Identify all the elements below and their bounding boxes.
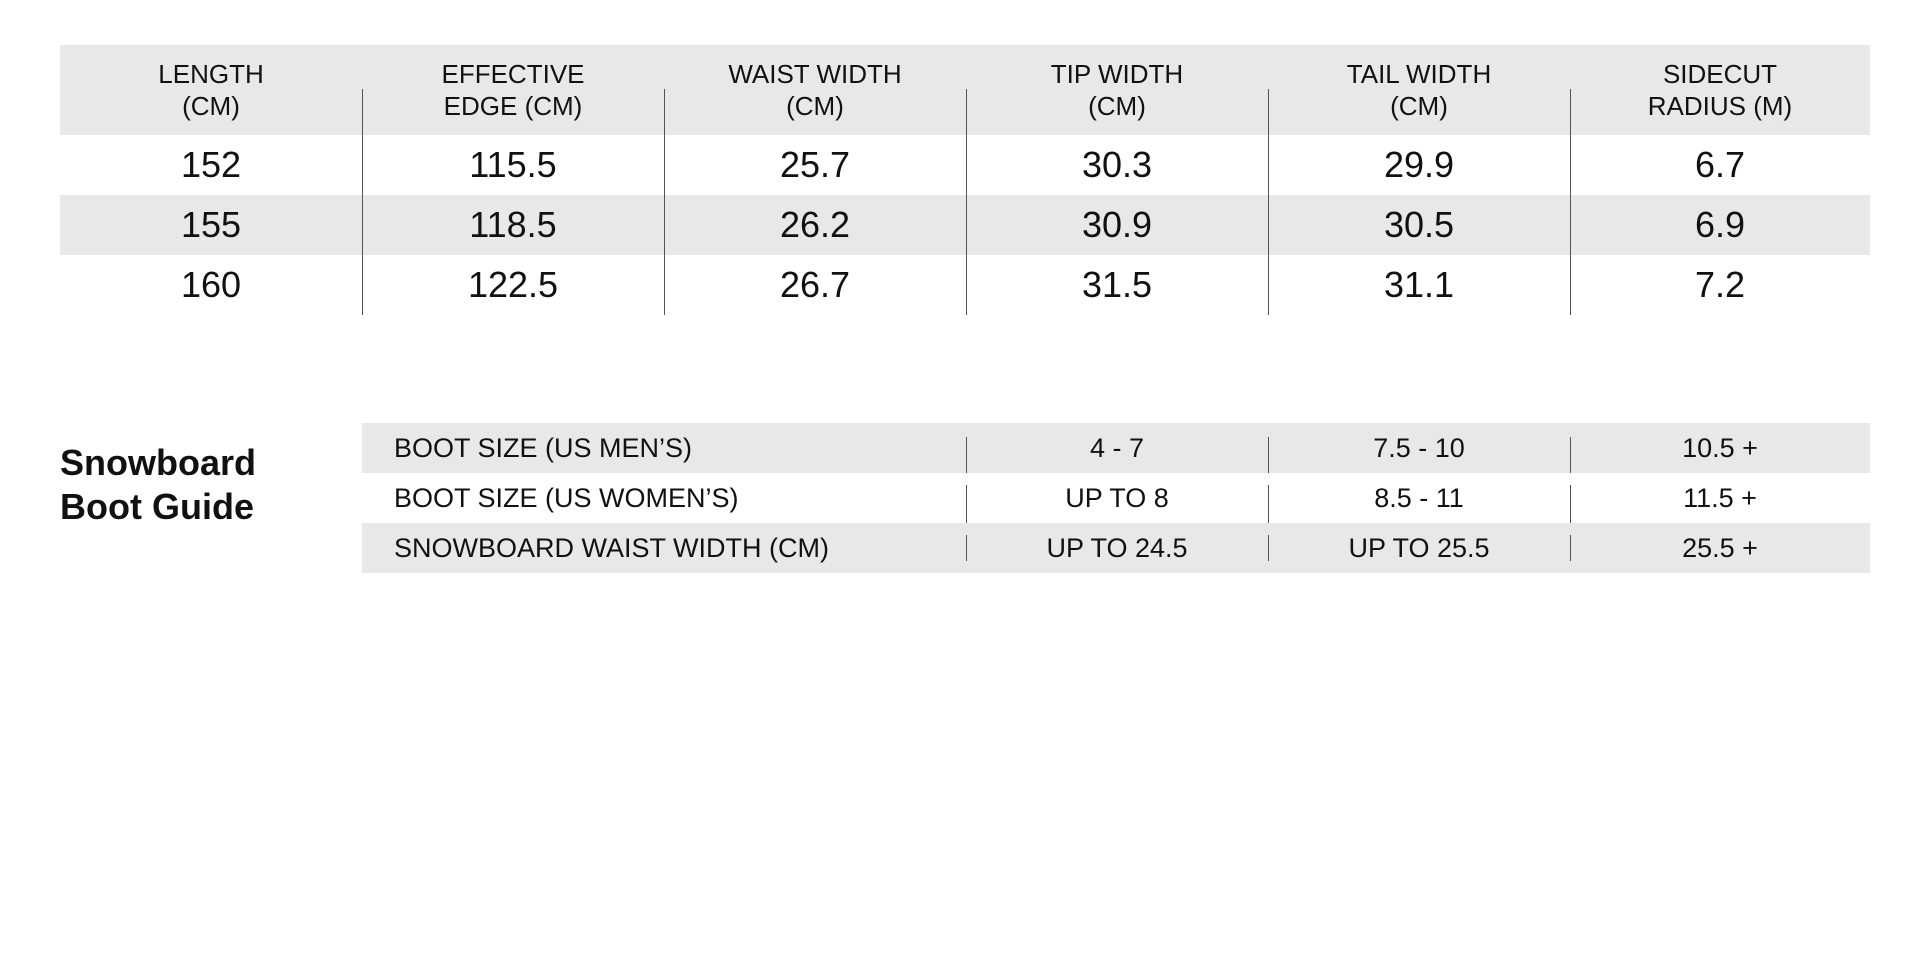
boot-cell: 11.5 + <box>1570 473 1870 523</box>
spec-cell: 31.5 <box>966 255 1268 315</box>
boot-row-label: SNOWBOARD WAIST WIDTH (CM) <box>394 532 829 563</box>
spec-cell: 29.9 <box>1268 135 1570 195</box>
boot-guide-heading: Snowboard Boot Guide <box>60 442 256 527</box>
spec-cell: 122.5 <box>362 255 664 315</box>
spec-cell: 31.1 <box>1268 255 1570 315</box>
boot-row-womens: BOOT SIZE (US WOMEN’S) UP TO 8 8.5 - 11 … <box>362 473 1870 523</box>
spec-row: 160 122.5 26.7 31.5 31.1 7.2 <box>60 255 1870 315</box>
spec-cell: 160 <box>180 264 242 305</box>
spec-cell: 118.5 <box>362 195 664 255</box>
spec-cell: 115.5 <box>362 135 664 195</box>
snowboard-spec-table: LENGTH (CM) EFFECTIVE EDGE (CM) WAIST WI… <box>60 45 1870 315</box>
spec-cell: 26.7 <box>664 255 966 315</box>
boot-cell: 25.5 + <box>1570 523 1870 573</box>
boot-cell: 4 - 7 <box>966 423 1268 473</box>
boot-cell: UP TO 25.5 <box>1268 523 1570 573</box>
boot-row-label: BOOT SIZE (US MEN’S) <box>394 432 693 463</box>
header-waist-width: WAIST WIDTH (CM) <box>664 45 966 135</box>
boot-row-label: BOOT SIZE (US WOMEN’S) <box>394 482 739 513</box>
boot-row-mens: BOOT SIZE (US MEN’S) 4 - 7 7.5 - 10 10.5… <box>362 423 1870 473</box>
header-effective-edge: EFFECTIVE EDGE (CM) <box>362 45 664 135</box>
spec-cell: 6.7 <box>1570 135 1870 195</box>
boot-guide-table: BOOT SIZE (US MEN’S) 4 - 7 7.5 - 10 10.5… <box>362 423 1870 573</box>
spec-cell: 30.5 <box>1268 195 1570 255</box>
boot-cell: 8.5 - 11 <box>1268 473 1570 523</box>
spec-cell: 7.2 <box>1570 255 1870 315</box>
boot-cell: 10.5 + <box>1570 423 1870 473</box>
spec-row: 155 118.5 26.2 30.9 30.5 6.9 <box>60 195 1870 255</box>
header-tail-width: TAIL WIDTH (CM) <box>1268 45 1570 135</box>
spec-cell: 26.2 <box>664 195 966 255</box>
boot-cell: 7.5 - 10 <box>1268 423 1570 473</box>
header-tip-width: TIP WIDTH (CM) <box>966 45 1268 135</box>
spec-cell: 30.9 <box>966 195 1268 255</box>
spec-row: 152 115.5 25.7 30.3 29.9 6.7 <box>60 135 1870 195</box>
spec-cell: 6.9 <box>1570 195 1870 255</box>
header-sidecut-radius: SIDECUT RADIUS (M) <box>1570 45 1870 135</box>
spec-cell: 152 <box>180 144 242 185</box>
spec-cell: 155 <box>180 204 242 245</box>
boot-row-waist-width: SNOWBOARD WAIST WIDTH (CM) UP TO 24.5 UP… <box>362 523 1870 573</box>
spec-cell: 30.3 <box>966 135 1268 195</box>
header-length: LENGTH (CM) <box>158 59 264 121</box>
spec-header-row: LENGTH (CM) EFFECTIVE EDGE (CM) WAIST WI… <box>60 45 1870 135</box>
boot-cell: UP TO 8 <box>966 473 1268 523</box>
spec-cell: 25.7 <box>664 135 966 195</box>
boot-cell: UP TO 24.5 <box>966 523 1268 573</box>
